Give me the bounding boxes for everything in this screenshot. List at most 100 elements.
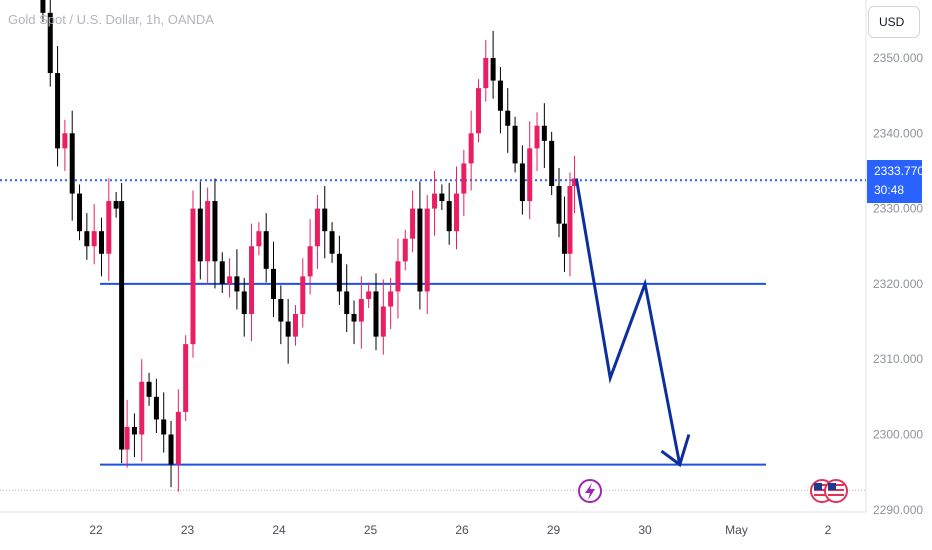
candle-down [55, 73, 61, 149]
candle-down [561, 223, 567, 254]
candle-up [402, 238, 408, 262]
last-price-badge: 2333.770 30:48 [867, 160, 925, 203]
candle-up [468, 133, 474, 164]
candle-up [190, 208, 196, 345]
y-tick-label: 2290.000 [873, 503, 923, 517]
candle-down [417, 208, 423, 292]
candle-down [98, 231, 104, 254]
candle-up [388, 291, 394, 307]
candle-up [292, 314, 298, 337]
title-source: OANDA [167, 12, 214, 27]
candle-down [146, 381, 152, 397]
candle-down [153, 396, 159, 420]
candle-up [300, 276, 306, 315]
candle-up [249, 246, 255, 315]
candle-down [439, 193, 445, 202]
candle-down [219, 261, 225, 284]
candle-up [475, 88, 481, 134]
candle-up [410, 208, 416, 239]
projection-arrowhead [660, 434, 691, 468]
projection-path [574, 178, 682, 465]
candle-up [124, 426, 130, 450]
candle-down [84, 231, 90, 247]
candle-down [241, 291, 247, 315]
title-symbol: Gold Spot / U.S. Dollar [8, 12, 139, 27]
candle-down [541, 125, 547, 141]
candle-up [62, 133, 68, 149]
candle-up [534, 125, 540, 149]
candle-down [278, 298, 284, 322]
candle-down [168, 434, 174, 465]
candle-down [113, 201, 119, 209]
x-tick-label: 26 [455, 523, 469, 537]
candle-up [358, 298, 364, 322]
candle-down [47, 12, 53, 74]
x-tick-label: 30 [638, 523, 652, 537]
candle-down [119, 201, 125, 450]
currency-label: USD [879, 15, 905, 29]
candle-up [227, 276, 233, 284]
candle-up [183, 344, 189, 412]
candle-down [446, 201, 452, 232]
candle-up [432, 193, 438, 209]
candle-down [351, 314, 357, 322]
x-tick-label: 23 [181, 523, 195, 537]
y-tick-label: 2310.000 [873, 352, 923, 366]
candle-down [336, 253, 342, 292]
candle-down [271, 268, 277, 299]
candle-down [329, 231, 335, 254]
candle-up [314, 208, 320, 247]
lightning-icon[interactable] [578, 479, 602, 503]
candle-up [256, 231, 262, 247]
title-interval: 1h [146, 12, 161, 27]
candle-up [380, 306, 386, 337]
candle-down [40, 0, 46, 13]
x-tick-label: 29 [547, 523, 561, 537]
candle-up [106, 201, 112, 254]
candle-up [483, 58, 489, 89]
candle-up [424, 208, 430, 292]
title-sep-2: , [160, 12, 168, 27]
candle-down [519, 163, 525, 202]
candle-up [139, 381, 145, 435]
candle-down [556, 186, 562, 224]
candle-up [205, 201, 211, 262]
candle-up [395, 261, 401, 292]
candle-down [373, 291, 379, 337]
candle-up [366, 291, 372, 299]
candle-down [131, 426, 137, 435]
candle-down [549, 140, 555, 187]
candle-down [490, 58, 496, 81]
candle-down [344, 291, 350, 315]
candle-up [527, 148, 533, 202]
candle-up [461, 163, 467, 194]
currency-button[interactable]: USD [868, 6, 920, 38]
chart-title: Gold Spot / U.S. Dollar, 1h, OANDA [8, 12, 214, 27]
bar-countdown: 30:48 [874, 183, 905, 197]
candle-down [497, 80, 503, 111]
candle-up [572, 178, 578, 187]
candle-down [69, 133, 75, 194]
candle-up [454, 193, 460, 232]
y-tick-label: 2330.000 [873, 202, 923, 216]
candle-down [512, 125, 518, 164]
x-tick-label: 2 [825, 523, 832, 537]
y-tick-label: 2350.000 [873, 51, 923, 65]
candle-down [212, 201, 218, 262]
candle-down [161, 419, 167, 435]
candle-up [175, 411, 181, 465]
candle-down [263, 231, 269, 269]
y-tick-label: 2300.000 [873, 428, 923, 442]
x-tick-label: 25 [364, 523, 378, 537]
title-sep-1: , [138, 12, 147, 27]
us-flag-icon[interactable] [824, 479, 848, 503]
x-tick-label: May [725, 523, 748, 537]
candle-down [505, 110, 511, 126]
y-tick-label: 2320.000 [873, 277, 923, 291]
candle-down [197, 208, 203, 262]
last-price-value: 2333.770 [874, 164, 925, 178]
candle-up [91, 231, 97, 247]
candle-up [567, 186, 573, 254]
